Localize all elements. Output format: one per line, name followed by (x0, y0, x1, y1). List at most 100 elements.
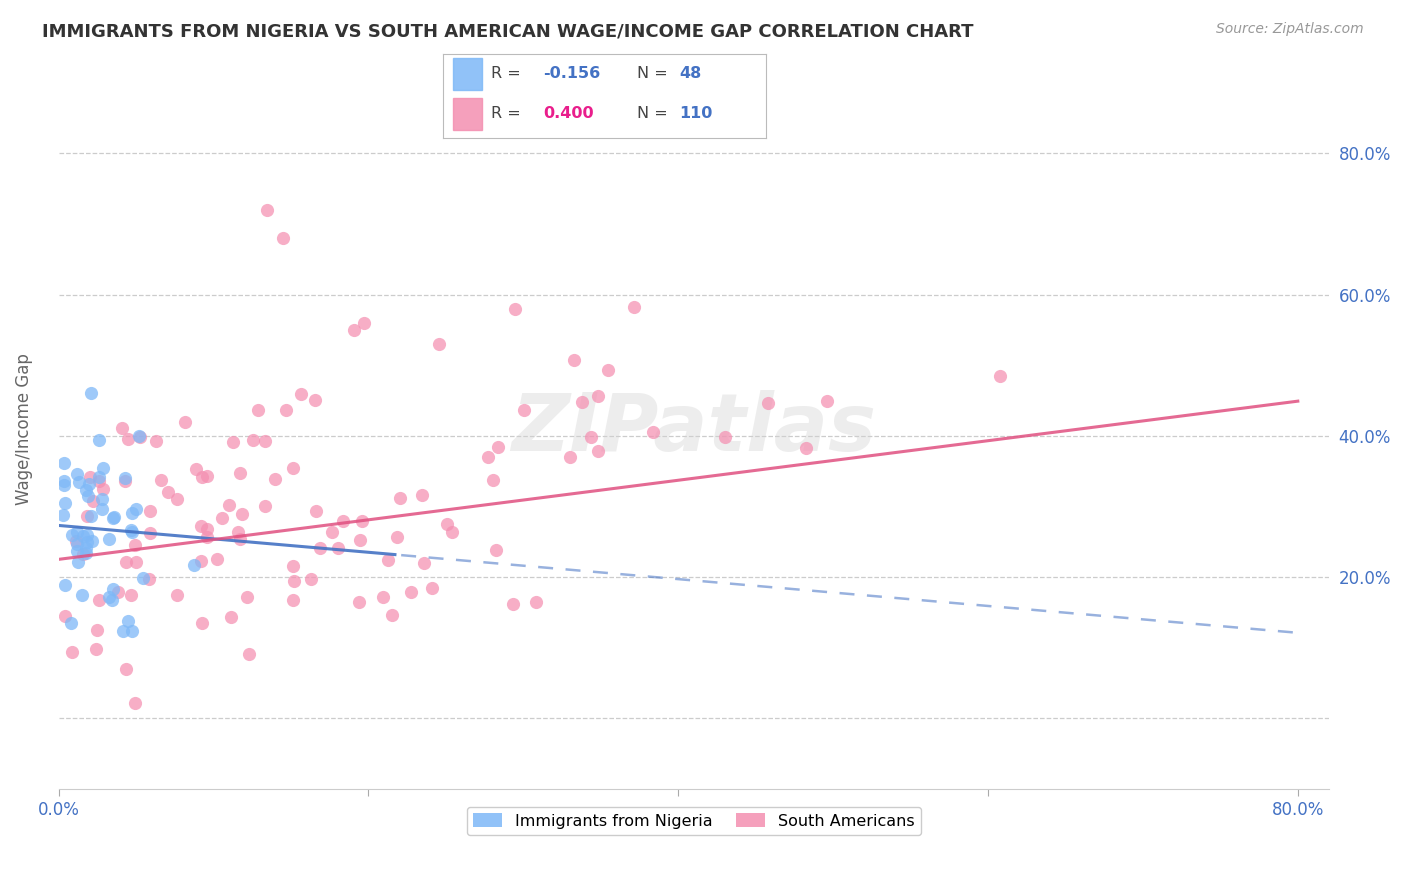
Point (101, 582, 124, 596)
Bar (453, 58, 482, 90)
Point (86, 623, 108, 637)
Point (87, 434, 110, 448)
Text: N =: N = (637, 66, 668, 81)
Point (53, 609, 76, 624)
Point (290, 387, 312, 401)
Point (120, 523, 142, 537)
Point (242, 433, 264, 447)
Point (321, 524, 343, 539)
Point (145, 434, 167, 448)
Point (75, 483, 97, 498)
Point (91, 460, 114, 475)
Point (218, 498, 240, 512)
Point (988, 369, 1011, 384)
Point (55, 496, 77, 510)
Point (66, 467, 89, 481)
Point (79, 470, 101, 484)
Point (283, 592, 305, 607)
Point (77, 489, 100, 503)
Text: ZIPatlas: ZIPatlas (512, 390, 876, 467)
Point (274, 402, 297, 417)
Point (513, 403, 536, 417)
Point (124, 696, 146, 710)
Point (84, 642, 107, 657)
Point (427, 337, 450, 351)
Point (103, 510, 125, 524)
Point (254, 499, 277, 513)
Point (413, 556, 436, 570)
Point (190, 519, 212, 533)
Point (90, 502, 112, 516)
Point (52, 456, 75, 470)
Point (477, 450, 499, 465)
Point (125, 502, 148, 516)
Text: R =: R = (492, 66, 522, 81)
Point (436, 516, 458, 531)
Point (117, 614, 139, 628)
Point (420, 581, 443, 595)
Point (271, 231, 294, 245)
Point (486, 441, 509, 455)
Point (60, 615, 83, 630)
Point (641, 425, 664, 439)
Text: 48: 48 (679, 66, 702, 81)
Point (166, 491, 188, 506)
Point (128, 429, 150, 443)
Point (328, 541, 350, 556)
Point (756, 396, 779, 410)
Point (503, 301, 526, 316)
Point (166, 588, 188, 602)
Point (377, 553, 399, 567)
Point (207, 552, 229, 566)
Point (52, 478, 75, 492)
Point (67, 475, 90, 490)
Point (794, 442, 817, 456)
Point (65, 534, 87, 549)
Point (186, 462, 208, 476)
Point (558, 450, 581, 464)
Point (347, 595, 370, 609)
Point (149, 474, 172, 488)
Point (76, 541, 98, 555)
Point (381, 608, 404, 623)
Point (124, 538, 146, 552)
Point (52, 508, 75, 522)
Point (228, 532, 250, 546)
Point (80, 534, 103, 549)
Point (211, 511, 233, 525)
Point (111, 421, 134, 435)
Point (190, 470, 212, 484)
Point (111, 624, 134, 638)
Text: 0.400: 0.400 (543, 106, 593, 121)
Point (121, 524, 143, 539)
Point (128, 430, 150, 444)
Point (256, 202, 278, 217)
Point (72, 548, 94, 562)
Text: 110: 110 (679, 106, 713, 121)
Point (281, 558, 304, 573)
Point (238, 647, 260, 661)
Point (76, 535, 98, 549)
Point (586, 389, 609, 403)
Point (76, 509, 98, 524)
Point (264, 472, 287, 486)
Point (352, 514, 374, 528)
Point (485, 543, 508, 558)
Point (72, 529, 94, 543)
Point (441, 524, 464, 539)
Point (77, 477, 100, 491)
Point (586, 443, 609, 458)
Point (121, 507, 143, 521)
Point (197, 469, 219, 483)
Point (139, 525, 162, 540)
Point (502, 597, 524, 611)
Point (80, 509, 103, 524)
Point (281, 461, 304, 475)
Point (76, 528, 98, 542)
Point (571, 395, 593, 409)
Point (114, 662, 136, 676)
Point (139, 504, 162, 518)
Point (411, 487, 433, 501)
Point (385, 530, 408, 544)
Point (82, 494, 104, 508)
